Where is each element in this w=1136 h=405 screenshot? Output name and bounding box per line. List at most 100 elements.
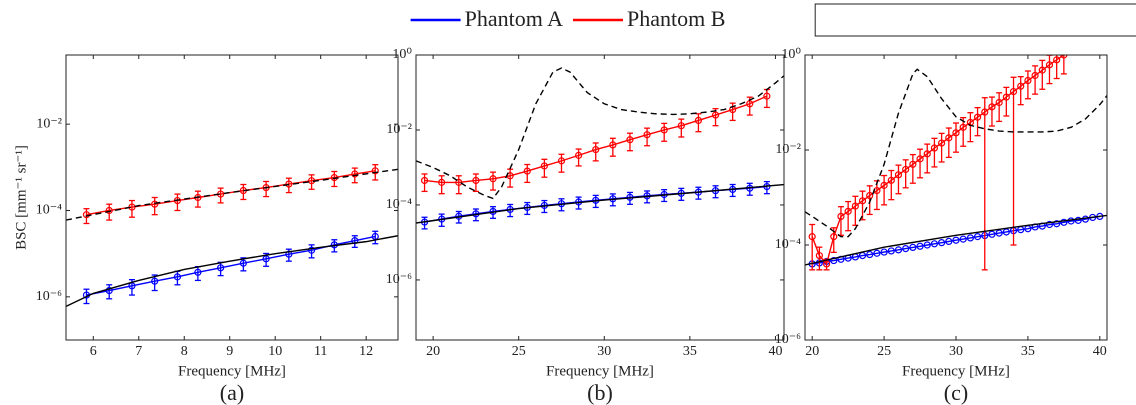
data-point bbox=[1024, 76, 1032, 85]
data-point bbox=[830, 233, 838, 241]
data-point bbox=[1053, 56, 1061, 64]
data-point bbox=[945, 134, 953, 142]
data-point bbox=[575, 151, 583, 159]
data-point bbox=[285, 180, 293, 188]
data-point bbox=[1045, 220, 1054, 229]
plot-area bbox=[805, 55, 1107, 340]
data-point bbox=[966, 234, 974, 242]
data-point bbox=[880, 181, 888, 189]
data-point bbox=[909, 160, 917, 168]
plot-frame bbox=[65, 54, 399, 341]
data-point bbox=[880, 248, 888, 256]
data-point bbox=[830, 256, 838, 265]
data-point bbox=[995, 229, 1003, 237]
data-point bbox=[105, 206, 113, 215]
data-point bbox=[930, 240, 939, 248]
data-point bbox=[1060, 218, 1068, 226]
x-tick-label: 7 bbox=[135, 344, 142, 359]
data-point bbox=[995, 98, 1003, 107]
y-tick-label: 10⁻⁶ bbox=[36, 289, 62, 304]
data-point bbox=[540, 162, 548, 170]
data-point bbox=[894, 171, 903, 179]
y-tick-label: 10⁻⁶ bbox=[386, 272, 412, 287]
data-point bbox=[815, 251, 823, 260]
data-point bbox=[438, 178, 446, 186]
data-point bbox=[609, 141, 617, 149]
plot-area bbox=[66, 55, 398, 340]
data-point bbox=[455, 178, 463, 186]
data-point bbox=[643, 131, 651, 139]
data-point bbox=[105, 286, 113, 295]
data-point bbox=[173, 273, 182, 281]
model-curve-dashed bbox=[416, 67, 784, 200]
data-point bbox=[973, 233, 982, 241]
plot-frame bbox=[415, 54, 785, 341]
data-point bbox=[1002, 93, 1010, 101]
data-point bbox=[1038, 66, 1046, 74]
data-point bbox=[858, 197, 867, 205]
x-axis-label: Frequency [MHz] bbox=[902, 363, 1010, 379]
data-point bbox=[837, 212, 845, 221]
x-tick-label: 20 bbox=[805, 344, 819, 359]
data-point bbox=[909, 243, 917, 252]
data-point bbox=[916, 155, 924, 163]
x-tick-label: 40 bbox=[1093, 344, 1107, 359]
legend-label: Phantom B bbox=[627, 6, 725, 31]
data-point bbox=[194, 268, 202, 276]
y-axis-label: BSC [mm⁻¹ sr⁻¹] bbox=[13, 145, 29, 250]
model-curve-dashed bbox=[66, 168, 398, 221]
data-point bbox=[217, 264, 225, 272]
y-tick-label: 10⁻⁴ bbox=[775, 237, 801, 252]
x-tick-label: 35 bbox=[1021, 344, 1035, 359]
data-point bbox=[523, 167, 531, 175]
data-point bbox=[1045, 61, 1054, 69]
data-point bbox=[660, 126, 668, 134]
x-tick-label: 11 bbox=[314, 344, 327, 359]
plot-content bbox=[416, 67, 784, 230]
data-point bbox=[151, 200, 159, 208]
data-point bbox=[677, 122, 685, 130]
data-point bbox=[866, 250, 874, 259]
caption: (b) bbox=[587, 380, 613, 405]
data-point bbox=[626, 136, 634, 144]
x-tick-label: 40 bbox=[768, 344, 782, 359]
x-tick-label: 30 bbox=[597, 344, 611, 359]
data-point bbox=[1074, 216, 1082, 224]
data-point bbox=[844, 207, 852, 215]
data-point bbox=[1009, 87, 1018, 96]
data-point bbox=[981, 108, 989, 116]
y-tick-label: 10⁻⁶ bbox=[775, 332, 801, 347]
data-point bbox=[902, 244, 910, 253]
fit-curve bbox=[805, 214, 1107, 266]
x-axis-label: Frequency [MHz] bbox=[178, 363, 286, 379]
data-point bbox=[151, 277, 159, 285]
data-point bbox=[239, 259, 247, 267]
data-point bbox=[959, 235, 967, 243]
data-point bbox=[988, 103, 996, 111]
y-tick-label: 10⁻² bbox=[386, 122, 412, 137]
y-tick-label: 10⁻⁴ bbox=[36, 203, 62, 218]
data-point bbox=[351, 170, 359, 178]
series-line bbox=[811, 55, 1065, 266]
fit-curve bbox=[416, 183, 784, 224]
plot-content bbox=[66, 164, 398, 308]
data-point bbox=[82, 211, 91, 219]
data-point bbox=[945, 237, 953, 246]
data-point bbox=[973, 113, 982, 121]
y-tick-label: 10⁻⁴ bbox=[386, 197, 412, 212]
x-tick-label: 35 bbox=[683, 344, 697, 359]
data-point bbox=[923, 241, 931, 249]
data-point bbox=[307, 246, 316, 254]
plot-frame bbox=[804, 54, 1108, 341]
x-tick-label: 30 bbox=[949, 344, 963, 359]
x-tick-label: 20 bbox=[426, 344, 440, 359]
data-point bbox=[489, 175, 497, 183]
data-point bbox=[822, 260, 831, 268]
fit-curve bbox=[66, 235, 398, 308]
x-tick-label: 25 bbox=[512, 344, 526, 359]
legend-box bbox=[814, 3, 1136, 37]
data-point bbox=[851, 202, 859, 210]
data-point bbox=[746, 100, 754, 108]
data-point bbox=[866, 191, 874, 200]
